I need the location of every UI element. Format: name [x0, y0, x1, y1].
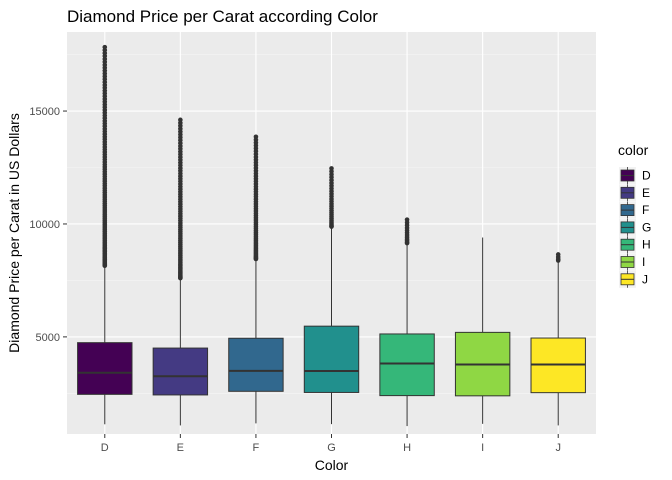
x-axis-title: Color [315, 457, 349, 473]
y-tick-label: 5000 [36, 332, 60, 344]
box-group-i [454, 237, 511, 424]
outlier-point [102, 44, 108, 50]
legend-title: color [618, 142, 649, 158]
axes: 5000 10000 15000 D E F G H I J [29, 106, 561, 454]
box-group-h [379, 217, 435, 427]
x-tick-label: F [253, 442, 260, 454]
outlier-point [178, 117, 183, 123]
legend-label-d: D [642, 169, 651, 183]
legend-label-f: F [642, 203, 649, 217]
box-f [228, 337, 284, 392]
outlier-point [253, 134, 259, 140]
chart-title: Diamond Price per Carat according Color [67, 7, 378, 26]
legend-label-e: E [642, 186, 650, 200]
box-d [77, 342, 133, 395]
x-tick-label: H [403, 442, 411, 454]
legend-label-j: J [642, 272, 648, 286]
x-tick-label: I [481, 442, 484, 454]
y-axis-title: Diamond Price per Carat in US Dollars [6, 113, 22, 353]
x-tick-label: E [177, 442, 184, 454]
y-tick-label: 15000 [29, 106, 60, 118]
box-g [303, 325, 360, 393]
box-group-d [77, 44, 133, 425]
box-group-j [530, 252, 586, 426]
y-tick-label: 10000 [29, 219, 60, 231]
box-group-f [228, 134, 284, 424]
outlier-point [329, 166, 334, 171]
x-tick-label: G [327, 442, 336, 454]
legend-label-i: I [642, 255, 645, 269]
box-group-g [303, 166, 360, 425]
x-tick-label: J [555, 442, 561, 454]
box-h [379, 333, 435, 397]
x-tick-label: D [101, 442, 109, 454]
box-e [152, 347, 209, 396]
legend-label-g: G [642, 220, 651, 234]
outlier-point [404, 217, 410, 222]
box-series [77, 44, 586, 427]
outlier-point [555, 252, 561, 257]
box-group-e [152, 117, 209, 426]
legend-label-h: H [642, 238, 651, 252]
